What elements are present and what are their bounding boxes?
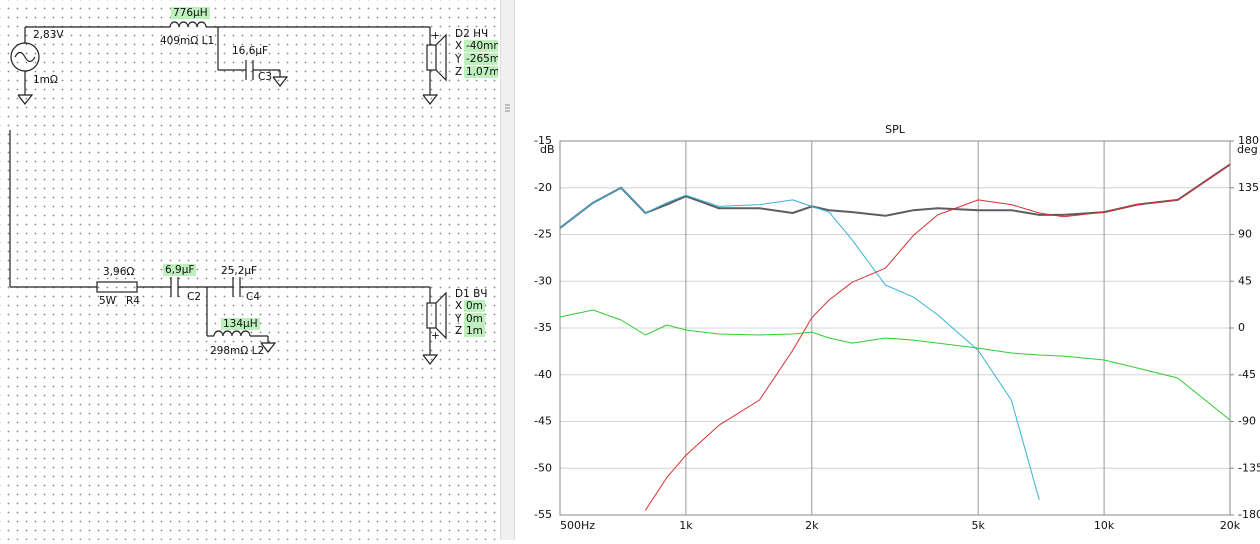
d2-axis: Z bbox=[455, 66, 463, 78]
d1-coord[interactable]: 0m bbox=[464, 313, 485, 325]
x-tick-label: 2k bbox=[805, 519, 819, 532]
y-tick-label: -25 bbox=[534, 228, 552, 241]
x-tick-label: 500Hz bbox=[560, 519, 595, 532]
splitter-handle bbox=[505, 104, 510, 112]
series-line bbox=[559, 163, 1231, 229]
c2-value[interactable]: 6,9µF bbox=[163, 264, 197, 276]
y2-tick-label: -90 bbox=[1238, 415, 1256, 428]
chart-title: SPL bbox=[885, 123, 906, 136]
y2-tick-label: 0 bbox=[1238, 321, 1245, 334]
source-voltage: 2,83V bbox=[33, 29, 64, 41]
x-tick-label: 10k bbox=[1094, 519, 1115, 532]
y2-axis-unit: deg bbox=[1237, 143, 1258, 156]
y2-tick-label: 45 bbox=[1238, 274, 1252, 287]
source-resistance: 1mΩ bbox=[33, 74, 58, 86]
inductor-l2[interactable] bbox=[213, 330, 251, 337]
c4-label: C4 bbox=[246, 291, 261, 303]
l2-value[interactable]: 134µH bbox=[221, 318, 260, 330]
spl-chart: SPL dB deg -15 -20 -25 -30 -35 -40 -45 -50 -55 18… bbox=[534, 123, 1260, 532]
y-axis-unit: dB bbox=[540, 143, 555, 156]
splitter[interactable] bbox=[500, 0, 515, 540]
d1-axis: X bbox=[455, 300, 463, 312]
y-tick-label: -20 bbox=[534, 181, 552, 194]
d1-coord[interactable]: 0m bbox=[464, 300, 485, 312]
y-tick-label: -15 bbox=[534, 134, 552, 147]
series-line bbox=[559, 187, 1040, 501]
l1-value[interactable]: 776µH bbox=[171, 7, 210, 19]
plot-frame bbox=[559, 140, 1231, 516]
x-tick-label: 20k bbox=[1220, 519, 1241, 532]
series-line bbox=[644, 163, 1231, 511]
ground bbox=[272, 76, 289, 87]
d2-polarity: + bbox=[431, 30, 440, 42]
d2-coord[interactable]: -265mm bbox=[464, 53, 498, 65]
d1-name: D1 ВЧ bbox=[455, 288, 488, 300]
y-tick-label: -35 bbox=[534, 321, 552, 334]
resistor-r4[interactable] bbox=[96, 281, 138, 293]
d2-name: D2 НЧ bbox=[455, 28, 489, 40]
inductor-l1[interactable] bbox=[169, 21, 207, 28]
driver-d1-cone bbox=[435, 291, 447, 340]
ground bbox=[260, 342, 277, 353]
r4-label: R4 bbox=[126, 295, 140, 307]
l1-label: 409mΩ L1 bbox=[160, 35, 215, 47]
d1-coord[interactable]: 1m bbox=[464, 325, 485, 337]
y-tick-label: -45 bbox=[534, 415, 552, 428]
l2-label: 298mΩ L2 bbox=[210, 345, 265, 357]
c4-value: 25,2µF bbox=[221, 265, 258, 277]
y-tick-label: -50 bbox=[534, 461, 552, 474]
y2-tick-label: 180 bbox=[1238, 134, 1259, 147]
y-tick-label: -30 bbox=[534, 274, 552, 287]
y2-tick-label: 135 bbox=[1238, 181, 1259, 194]
series-line bbox=[559, 309, 1231, 421]
d2-coord[interactable]: -40mm bbox=[464, 40, 498, 52]
ground bbox=[422, 354, 439, 365]
ground bbox=[422, 94, 439, 105]
d1-polarity: + bbox=[431, 330, 440, 342]
y2-tick-label: 90 bbox=[1238, 228, 1252, 241]
driver-d2[interactable] bbox=[426, 44, 437, 71]
source-symbol bbox=[14, 51, 36, 63]
y-tick-label: -40 bbox=[534, 368, 552, 381]
d1-axis: Z bbox=[455, 325, 463, 337]
driver-d2-cone bbox=[435, 33, 447, 82]
x-tick-label: 1k bbox=[679, 519, 693, 532]
c2-label: C2 bbox=[187, 291, 202, 303]
x-tick-label: 5k bbox=[972, 519, 986, 532]
driver-d1[interactable] bbox=[426, 302, 437, 329]
d2-axis: X bbox=[455, 40, 463, 52]
d2-axis: Y bbox=[455, 53, 462, 65]
schematic-panel: 2,83V 1mΩ 776µH 409mΩ L1 16,6µF C3 + D2 … bbox=[0, 0, 500, 540]
r4-value: 3,96Ω bbox=[103, 266, 135, 278]
c3-value: 16,6µF bbox=[232, 45, 269, 57]
r4-power: 5W bbox=[99, 295, 117, 307]
d1-axis: Y bbox=[455, 313, 462, 325]
d2-coord[interactable]: 1,07m bbox=[464, 66, 498, 78]
schematic bbox=[9, 21, 447, 365]
ground bbox=[17, 94, 34, 105]
y2-tick-label: -45 bbox=[1238, 368, 1256, 381]
y2-tick-label: -180 bbox=[1238, 508, 1260, 521]
y2-tick-label: -135 bbox=[1238, 461, 1260, 474]
c3-label: C3 bbox=[258, 71, 273, 83]
y-tick-label: -55 bbox=[534, 508, 552, 521]
